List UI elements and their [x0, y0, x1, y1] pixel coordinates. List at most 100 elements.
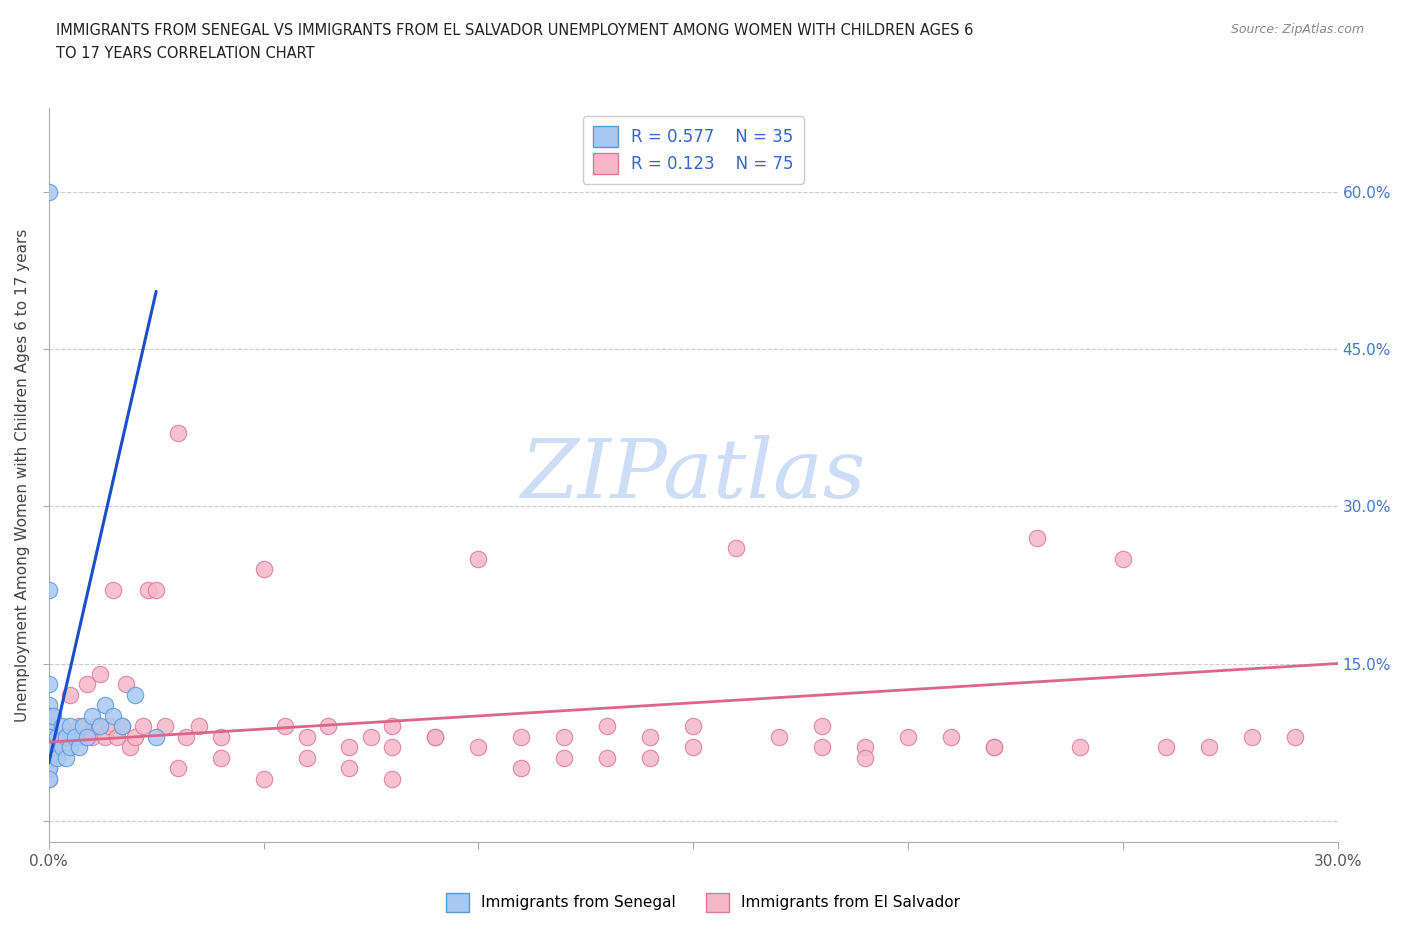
Y-axis label: Unemployment Among Women with Children Ages 6 to 17 years: Unemployment Among Women with Children A…: [15, 228, 30, 722]
Point: [136, 583, 159, 598]
Point: [42, 740, 65, 755]
Point: [38, 761, 60, 776]
Point: [72, 729, 94, 744]
Point: [111, 719, 134, 734]
Point: [252, 562, 274, 577]
Point: [38, 184, 60, 199]
Point: [1069, 740, 1091, 755]
Point: [274, 719, 297, 734]
Point: [425, 729, 447, 744]
Point: [983, 740, 1005, 755]
Point: [42, 709, 65, 724]
Text: TO 17 YEARS CORRELATION CHART: TO 17 YEARS CORRELATION CHART: [56, 46, 315, 61]
Point: [97, 719, 120, 734]
Text: ZIPatlas: ZIPatlas: [520, 435, 866, 515]
Point: [295, 729, 318, 744]
Point: [811, 740, 834, 755]
Point: [38, 751, 60, 765]
Point: [38, 751, 60, 765]
Point: [46, 751, 69, 765]
Point: [316, 719, 339, 734]
Point: [124, 729, 146, 744]
Point: [467, 551, 489, 566]
Point: [1025, 530, 1047, 545]
Text: IMMIGRANTS FROM SENEGAL VS IMMIGRANTS FROM EL SALVADOR UNEMPLOYMENT AMONG WOMEN : IMMIGRANTS FROM SENEGAL VS IMMIGRANTS FR…: [56, 23, 973, 38]
Point: [381, 719, 404, 734]
Point: [107, 729, 129, 744]
Point: [209, 751, 232, 765]
Point: [89, 719, 111, 734]
Point: [252, 771, 274, 786]
Point: [174, 729, 197, 744]
Point: [93, 729, 115, 744]
Text: Source: ZipAtlas.com: Source: ZipAtlas.com: [1230, 23, 1364, 36]
Point: [166, 761, 188, 776]
Point: [145, 729, 167, 744]
Point: [38, 761, 60, 776]
Point: [80, 709, 103, 724]
Point: [360, 729, 382, 744]
Point: [124, 687, 146, 702]
Point: [38, 709, 60, 724]
Point: [1198, 740, 1220, 755]
Point: [188, 719, 211, 734]
Point: [38, 677, 60, 692]
Point: [38, 719, 60, 734]
Point: [553, 729, 575, 744]
Point: [84, 719, 107, 734]
Point: [63, 729, 86, 744]
Point: [939, 729, 962, 744]
Point: [339, 761, 361, 776]
Point: [120, 740, 142, 755]
Point: [682, 740, 704, 755]
Point: [80, 729, 103, 744]
Point: [38, 740, 60, 755]
Point: [115, 677, 138, 692]
Legend: Immigrants from Senegal, Immigrants from El Salvador: Immigrants from Senegal, Immigrants from…: [440, 887, 966, 918]
Point: [38, 740, 60, 755]
Point: [853, 740, 876, 755]
Point: [55, 751, 77, 765]
Point: [38, 698, 60, 713]
Point: [295, 751, 318, 765]
Point: [510, 729, 533, 744]
Point: [59, 687, 82, 702]
Point: [38, 771, 60, 786]
Point: [103, 583, 125, 598]
Point: [811, 719, 834, 734]
Point: [638, 751, 661, 765]
Point: [59, 719, 82, 734]
Point: [38, 751, 60, 765]
Point: [638, 729, 661, 744]
Point: [425, 729, 447, 744]
Point: [381, 740, 404, 755]
Point: [46, 729, 69, 744]
Point: [596, 719, 619, 734]
Point: [76, 729, 98, 744]
Point: [38, 709, 60, 724]
Point: [76, 677, 98, 692]
Point: [38, 583, 60, 598]
Point: [38, 740, 60, 755]
Point: [51, 740, 73, 755]
Point: [596, 751, 619, 765]
Point: [682, 719, 704, 734]
Point: [1240, 729, 1263, 744]
Legend: R = 0.577    N = 35, R = 0.123    N = 75: R = 0.577 N = 35, R = 0.123 N = 75: [582, 116, 804, 183]
Point: [1284, 729, 1306, 744]
Point: [89, 667, 111, 682]
Point: [132, 719, 155, 734]
Point: [38, 719, 60, 734]
Point: [67, 719, 90, 734]
Point: [93, 698, 115, 713]
Point: [166, 426, 188, 441]
Point: [145, 583, 167, 598]
Point: [1112, 551, 1135, 566]
Point: [38, 729, 60, 744]
Point: [1154, 740, 1177, 755]
Point: [111, 719, 134, 734]
Point: [853, 751, 876, 765]
Point: [209, 729, 232, 744]
Point: [768, 729, 790, 744]
Point: [67, 740, 90, 755]
